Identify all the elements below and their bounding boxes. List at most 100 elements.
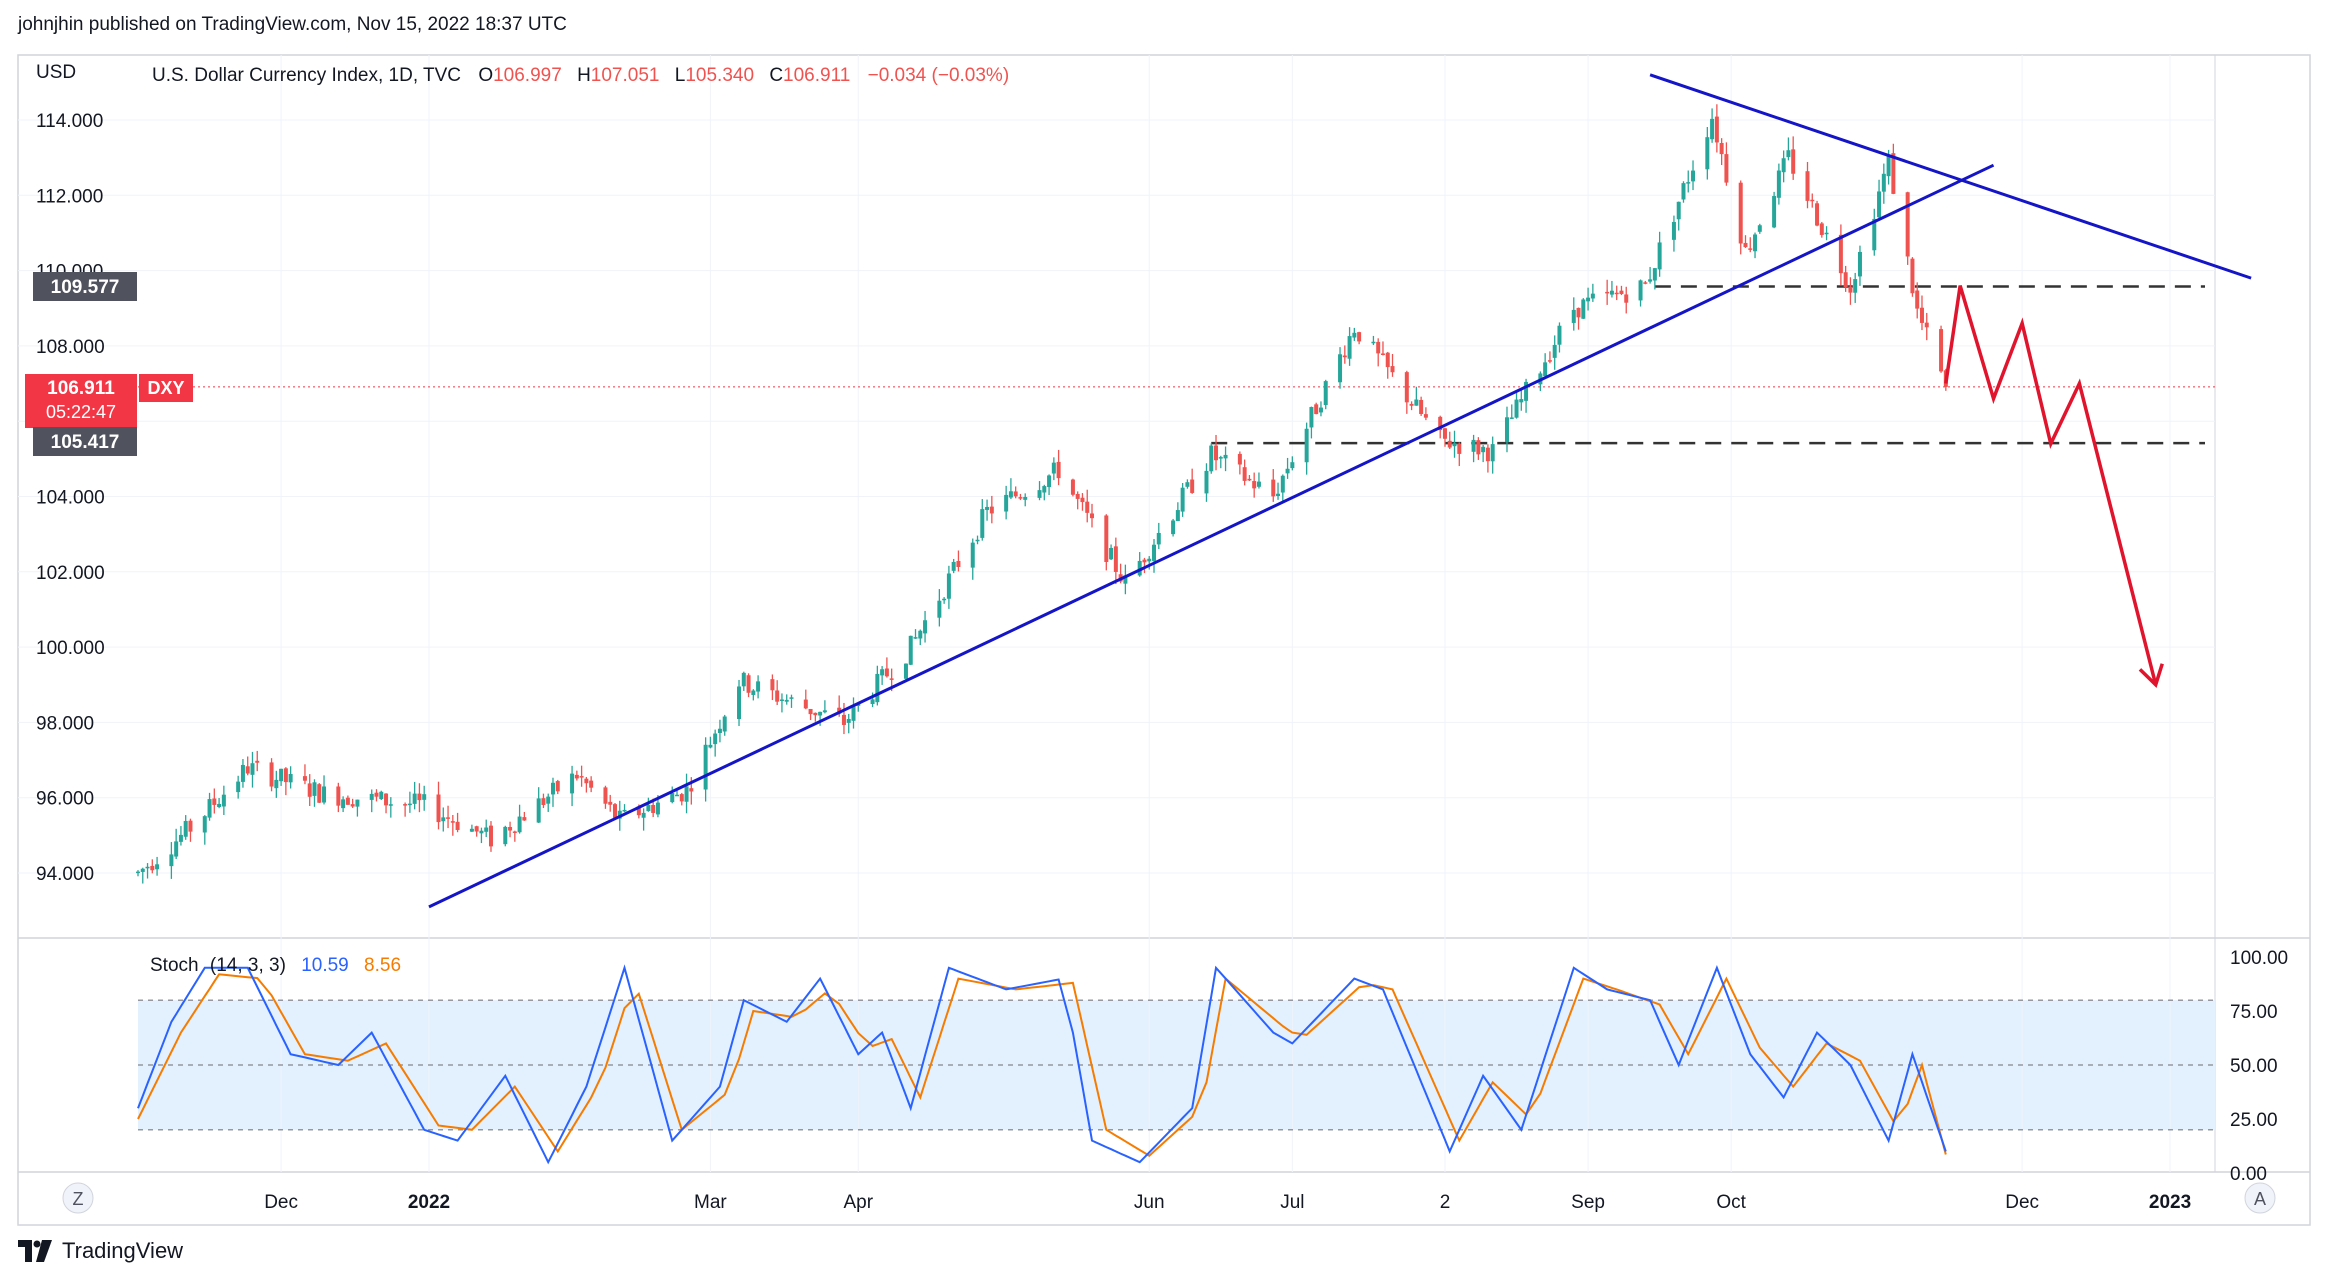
candle-body <box>889 678 894 680</box>
candle-body <box>1891 153 1896 194</box>
candle-body <box>1786 150 1791 158</box>
symbol-name[interactable]: U.S. Dollar Currency Index, 1D, TVC <box>152 65 461 86</box>
candle-body <box>322 786 327 803</box>
time-tick-label: Sep <box>1571 1192 1605 1213</box>
candle-body <box>1476 440 1481 455</box>
candle-body <box>503 826 508 845</box>
candle-body <box>1276 493 1281 497</box>
candle-body <box>546 796 551 804</box>
last-price-badge: 106.911 <box>47 378 115 399</box>
price-tick-label: 96.000 <box>36 789 94 810</box>
candle-body <box>1109 547 1114 560</box>
price-tick-label: 104.000 <box>36 488 105 509</box>
candle-body <box>1509 417 1514 419</box>
candle-body <box>1681 183 1686 200</box>
candle-body <box>1652 268 1657 281</box>
candle-body <box>412 793 417 804</box>
candle-body <box>221 794 226 807</box>
candle-body <box>1023 496 1028 500</box>
candle-body <box>1838 234 1843 274</box>
stoch-k-line <box>137 964 1947 1165</box>
candle-body <box>174 841 179 857</box>
candle-body <box>1256 481 1261 487</box>
candle-body <box>770 679 775 691</box>
candle-body <box>923 620 928 634</box>
candle-body <box>1524 381 1529 401</box>
candle-body <box>1924 322 1929 328</box>
candle-body <box>1753 234 1758 252</box>
stoch-label[interactable]: Stoch <box>150 955 199 976</box>
candle-body <box>1070 479 1075 495</box>
candle-body <box>1309 407 1314 428</box>
candle-body <box>1776 170 1781 198</box>
candle-body <box>155 864 160 870</box>
candle-body <box>1576 307 1581 318</box>
candle-body <box>302 776 307 781</box>
time-tick-label: 2022 <box>408 1192 450 1213</box>
candle-body <box>989 506 994 514</box>
low-label: L <box>675 65 686 86</box>
candle-body <box>1485 447 1490 462</box>
candle-body <box>1051 462 1056 474</box>
candle-body <box>846 718 851 723</box>
candle-body <box>202 816 207 833</box>
candle-body <box>1113 546 1118 572</box>
log-scale-button[interactable] <box>62 1182 94 1214</box>
auto-scale-button[interactable] <box>2244 1182 2276 1214</box>
candle-body <box>617 810 622 819</box>
candle-body <box>841 714 846 725</box>
candle-body <box>1638 280 1643 301</box>
candle-body <box>374 792 379 797</box>
price-tick-label: 98.000 <box>36 713 94 734</box>
publish-caption: johnjhin published on TradingView.com, N… <box>18 14 567 35</box>
candle-body <box>684 786 689 802</box>
candle-body <box>441 817 446 822</box>
candle-body <box>1285 468 1290 474</box>
candle-body <box>422 794 427 800</box>
projected-path <box>1944 285 2158 686</box>
candle-body <box>1471 439 1476 452</box>
candle-body <box>913 637 918 639</box>
candle-body <box>536 798 541 823</box>
candle-body <box>1824 232 1829 235</box>
candle-body <box>1271 479 1276 497</box>
candle-body <box>1710 118 1715 140</box>
candle-body <box>1013 491 1018 497</box>
candle-body <box>584 778 589 784</box>
candle-body <box>1314 404 1319 415</box>
a-button-label: A <box>2254 1189 2266 1209</box>
tradingview-logo[interactable]: TradingView <box>18 1238 183 1264</box>
candle-body <box>1452 443 1457 447</box>
candle-body <box>541 798 546 805</box>
candle-body <box>1304 428 1309 463</box>
candle-body <box>875 673 880 703</box>
candle-body <box>613 804 617 818</box>
candle-body <box>703 744 708 790</box>
candle-body <box>1385 352 1390 368</box>
ticker-badge: DXY <box>147 378 184 398</box>
candle-body <box>341 799 346 809</box>
candle-body <box>908 635 913 665</box>
candle-body <box>1724 154 1729 183</box>
candle-body <box>722 716 727 732</box>
candle-body <box>1404 372 1409 403</box>
candle-body <box>946 573 951 599</box>
candle-body <box>255 760 260 763</box>
candle-body <box>488 825 493 847</box>
candle-body <box>188 820 193 832</box>
candle-body <box>1056 461 1061 479</box>
candle-body <box>651 805 656 813</box>
candle-body <box>1008 491 1013 498</box>
candle-body <box>350 804 355 807</box>
candle-body <box>369 793 374 800</box>
candle-body <box>1910 258 1915 294</box>
candle-body <box>574 774 579 779</box>
candle-body <box>884 668 889 677</box>
candle-body <box>1347 336 1352 359</box>
time-tick-label: Apr <box>843 1192 873 1213</box>
last-price-badge-bg <box>25 374 137 428</box>
candle-body <box>1547 360 1552 362</box>
candle-body <box>1152 544 1157 561</box>
stoch-tick-label: 75.00 <box>2230 1002 2278 1023</box>
